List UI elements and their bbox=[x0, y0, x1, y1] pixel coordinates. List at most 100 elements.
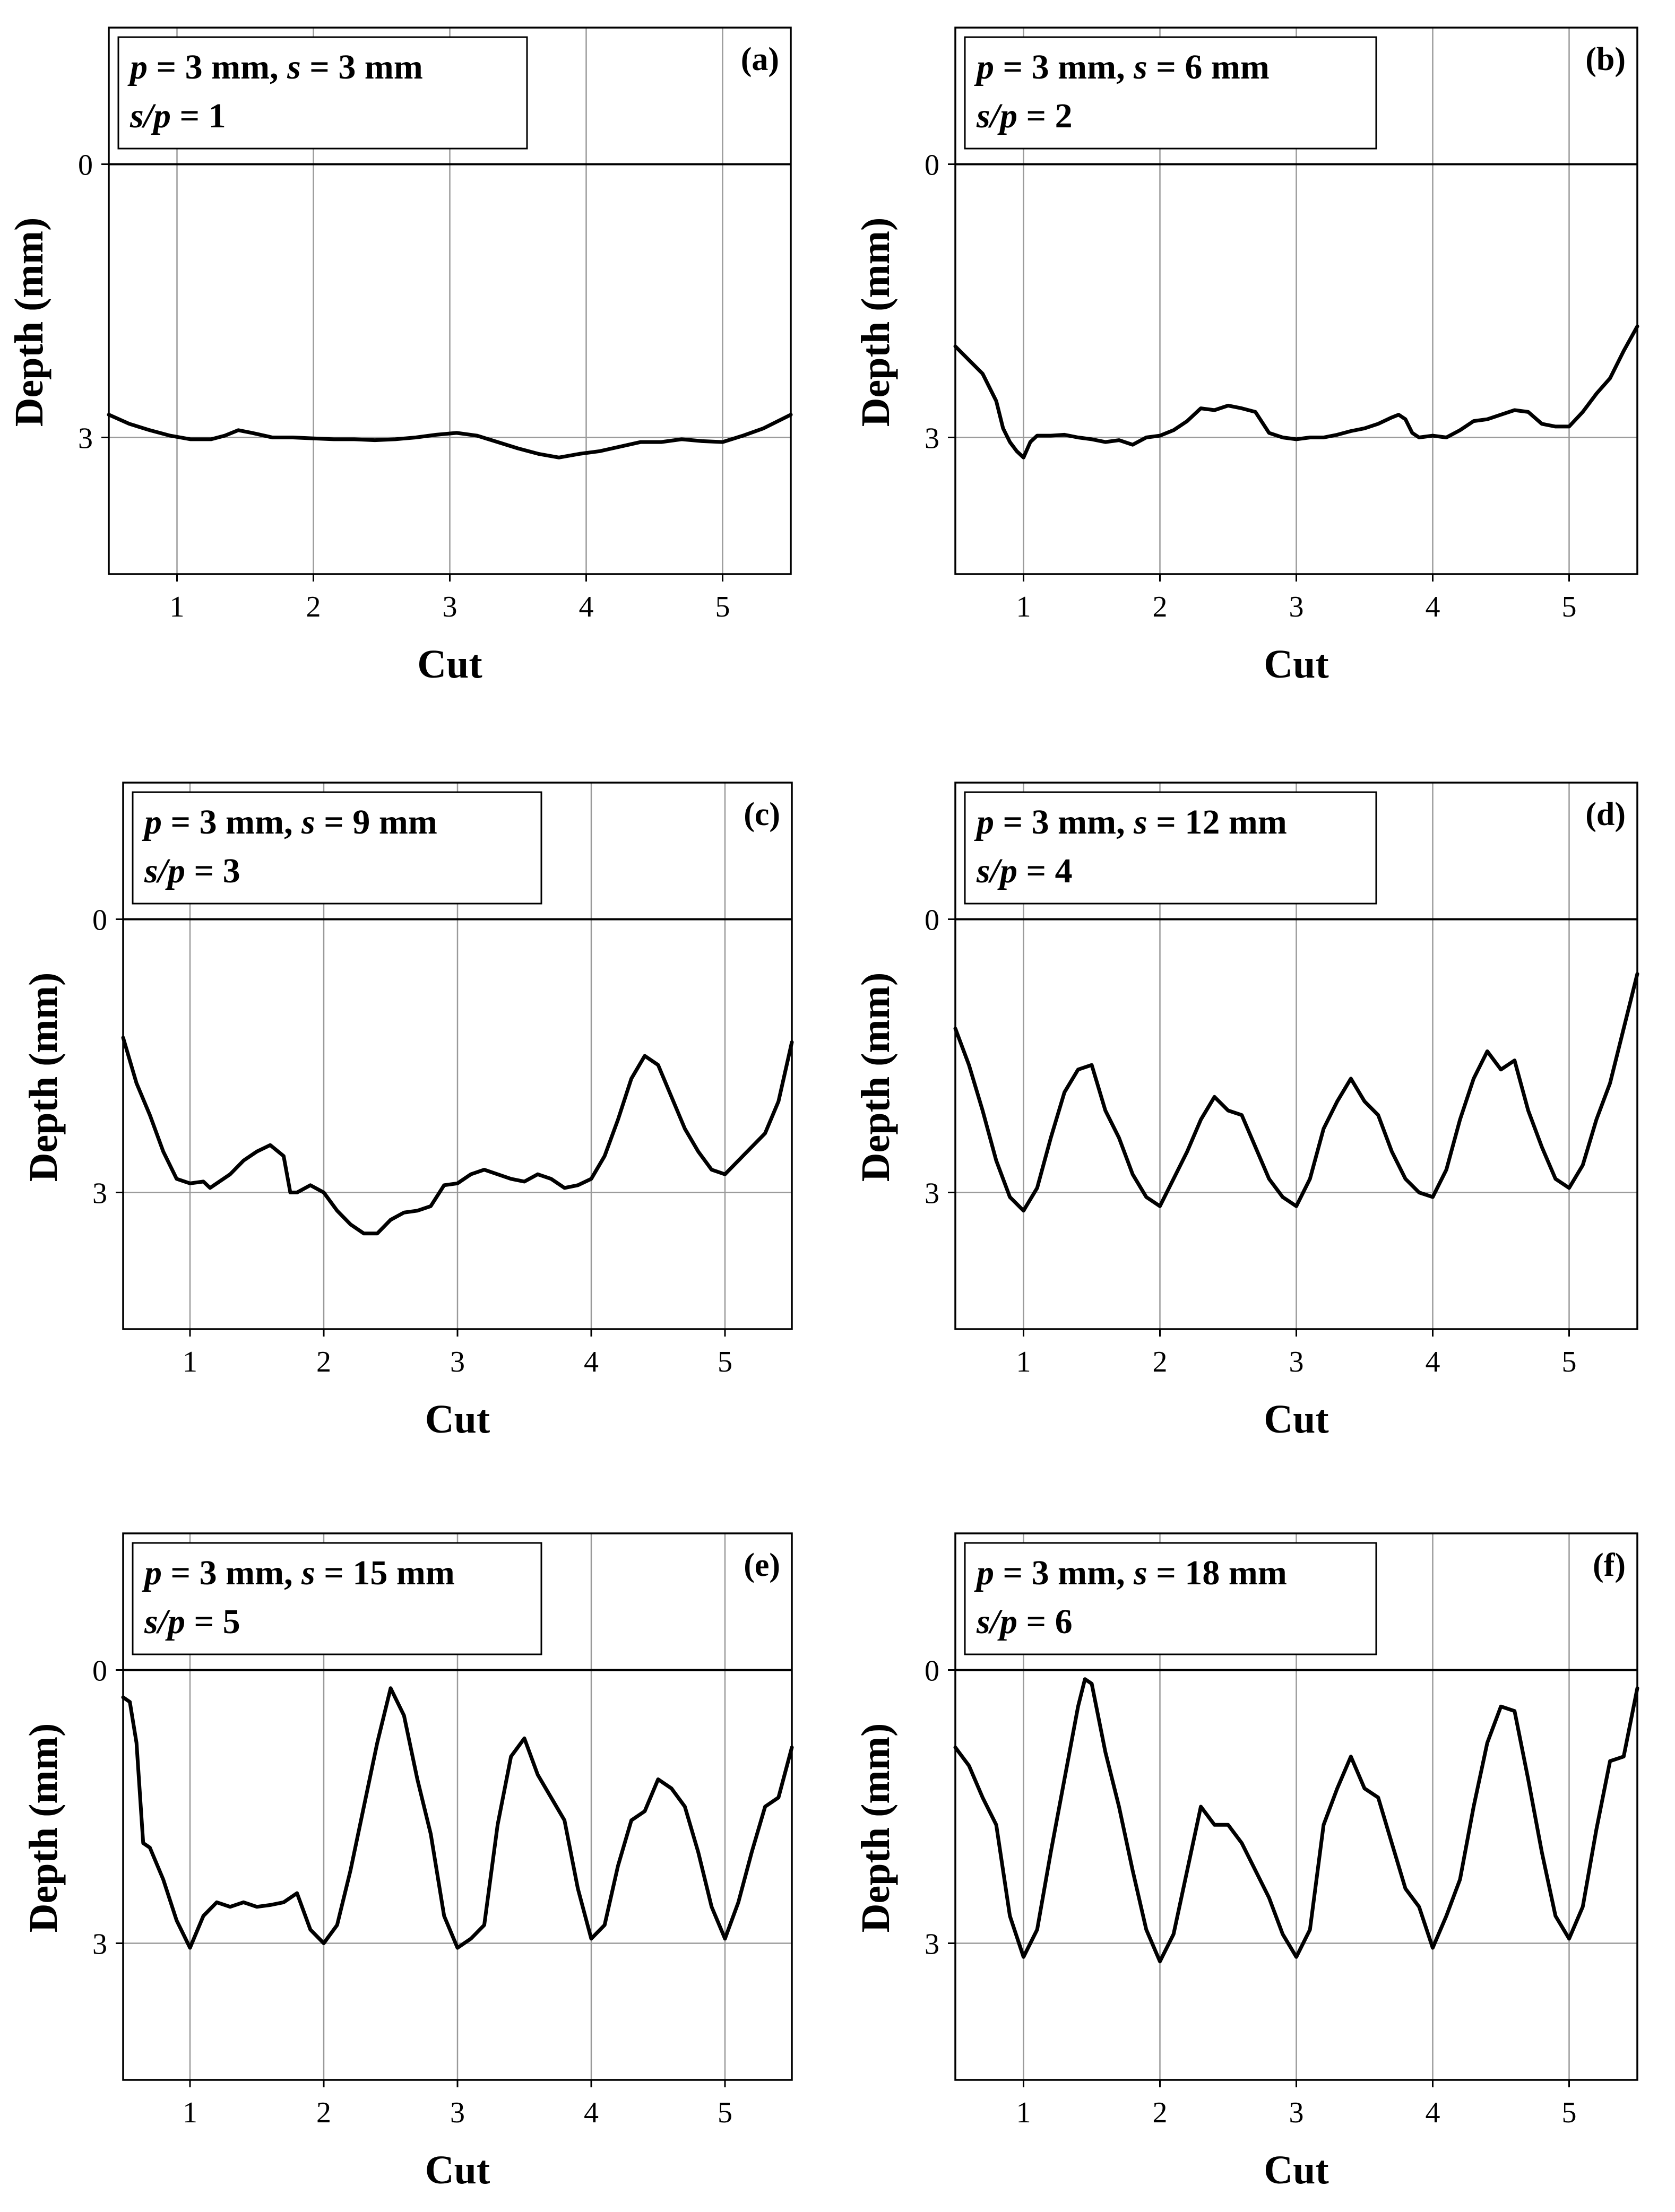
legend-line-1: p = 3 mm, s = 15 mm bbox=[142, 1554, 455, 1592]
legend-text-ratio: = 3 bbox=[185, 852, 240, 890]
depth-profile-line bbox=[121, 1036, 794, 1236]
chart-panel-c: 1 2 3 4 5 0 3 p = 3 mm, s = 9 mm s/p = 3 (c) Cut De… bbox=[21, 782, 794, 1442]
chart-panel-b: 1 2 3 4 5 0 3 p = 3 mm, s = 6 mm s/p = 2 (b) Cut De… bbox=[853, 27, 1639, 687]
x-axis-title: Cut bbox=[425, 1397, 490, 1442]
legend-var-s: s bbox=[1133, 48, 1147, 86]
depth-profile-line bbox=[953, 324, 1639, 459]
legend-var-ratio: s/p bbox=[129, 97, 171, 135]
plot-frame bbox=[954, 27, 1638, 575]
y-axis-title: Depth (mm) bbox=[853, 973, 898, 1182]
panel-label: (a) bbox=[741, 41, 779, 77]
y-axis-title: Depth (mm) bbox=[7, 218, 51, 427]
y-tick-label: 3 bbox=[78, 422, 93, 455]
y-tick-label: 0 bbox=[925, 149, 939, 182]
legend-var-p: p bbox=[974, 803, 994, 842]
x-tick-label: 4 bbox=[1426, 1346, 1440, 1378]
legend-text-s: = 9 mm bbox=[315, 803, 437, 842]
legend-line-1: p = 3 mm, s = 18 mm bbox=[974, 1554, 1287, 1592]
x-tick-label: 3 bbox=[450, 1346, 465, 1378]
depth-profile-line bbox=[107, 413, 793, 459]
x-tick-label: 3 bbox=[1289, 1346, 1304, 1378]
panel-label: (b) bbox=[1585, 41, 1626, 77]
legend-line-2: s/p = 1 bbox=[129, 97, 226, 135]
y-tick-label: 0 bbox=[78, 149, 93, 182]
chart-panel-a: 1 2 3 4 5 0 3 p = 3 mm, s = 3 mm s/p = 1 (a) Cut De… bbox=[7, 27, 793, 687]
chart-panel-e: 1 2 3 4 5 0 3 p = 3 mm, s = 15 mm s/p = 5 (e) Cut D… bbox=[21, 1532, 794, 2192]
legend-text-ratio: = 1 bbox=[171, 97, 226, 135]
legend-line-2: s/p = 3 bbox=[144, 852, 240, 890]
plot-frame bbox=[954, 782, 1638, 1330]
x-tick-label: 5 bbox=[1562, 1346, 1577, 1378]
legend-var-p: p bbox=[974, 1554, 994, 1592]
depth-profile-line bbox=[953, 972, 1639, 1213]
plot-frame bbox=[108, 27, 792, 575]
x-tick-label: 4 bbox=[584, 2096, 599, 2129]
x-tick-label: 2 bbox=[1153, 2096, 1168, 2129]
legend-var-p: p bbox=[127, 48, 148, 86]
x-tick-label: 1 bbox=[1016, 591, 1031, 623]
legend-var-ratio: s/p bbox=[976, 852, 1017, 890]
legend-var-s: s bbox=[287, 48, 301, 86]
legend-text-s: = 3 mm bbox=[301, 48, 423, 86]
legend-box bbox=[117, 36, 528, 150]
y-tick-label: 3 bbox=[925, 1928, 939, 1961]
x-tick-label: 4 bbox=[1426, 591, 1440, 623]
y-axis-title: Depth (mm) bbox=[853, 1723, 898, 1933]
x-tick-label: 2 bbox=[1153, 1346, 1168, 1378]
legend-line-1: p = 3 mm, s = 6 mm bbox=[974, 48, 1270, 86]
y-tick-label: 0 bbox=[925, 1655, 939, 1688]
legend-var-ratio: s/p bbox=[976, 97, 1017, 135]
x-tick-label: 1 bbox=[170, 591, 185, 623]
panel-label: (e) bbox=[744, 1547, 780, 1583]
legend-var-s: s bbox=[301, 1554, 315, 1592]
legend-text-ratio: = 2 bbox=[1017, 97, 1073, 135]
legend-text-p: = 3 mm, bbox=[148, 48, 287, 86]
legend-var-ratio: s/p bbox=[144, 852, 185, 890]
y-tick-label: 3 bbox=[925, 422, 939, 455]
x-tick-label: 5 bbox=[1562, 591, 1577, 623]
legend-line-2: s/p = 2 bbox=[976, 97, 1073, 135]
x-axis-title: Cut bbox=[1264, 2148, 1328, 2192]
x-axis-title: Cut bbox=[425, 2148, 490, 2192]
legend-line-1: p = 3 mm, s = 9 mm bbox=[142, 803, 437, 842]
legend-text-ratio: = 5 bbox=[185, 1602, 240, 1641]
legend-box bbox=[964, 1542, 1377, 1655]
x-axis-title: Cut bbox=[1264, 642, 1328, 687]
legend-var-p: p bbox=[974, 48, 994, 86]
x-tick-label: 3 bbox=[450, 2096, 465, 2129]
x-tick-label: 3 bbox=[1289, 2096, 1304, 2129]
legend-text-s: = 18 mm bbox=[1147, 1554, 1287, 1592]
x-tick-label: 4 bbox=[579, 591, 594, 623]
legend-var-p: p bbox=[142, 803, 162, 842]
x-tick-label: 1 bbox=[183, 2096, 197, 2129]
legend-text-p: = 3 mm, bbox=[994, 803, 1134, 842]
y-tick-label: 3 bbox=[92, 1177, 107, 1210]
legend-var-ratio: s/p bbox=[976, 1602, 1017, 1641]
legend-line-2: s/p = 5 bbox=[144, 1602, 240, 1641]
plot-frame bbox=[122, 782, 793, 1330]
legend-var-s: s bbox=[1133, 1554, 1147, 1592]
legend-box bbox=[132, 791, 542, 905]
y-axis-title: Depth (mm) bbox=[853, 218, 898, 427]
x-tick-label: 1 bbox=[1016, 2096, 1031, 2129]
x-tick-label: 3 bbox=[1289, 591, 1304, 623]
x-tick-label: 1 bbox=[183, 1346, 197, 1378]
x-tick-label: 2 bbox=[306, 591, 321, 623]
chart-panel-d: 1 2 3 4 5 0 3 p = 3 mm, s = 12 mm s/p = 4 (d) Cut D… bbox=[853, 782, 1639, 1442]
legend-text-p: = 3 mm, bbox=[162, 803, 301, 842]
legend-line-2: s/p = 4 bbox=[976, 852, 1073, 890]
depth-profile-line bbox=[121, 1686, 794, 1950]
legend-text-s: = 12 mm bbox=[1147, 803, 1287, 842]
legend-text-ratio: = 6 bbox=[1017, 1602, 1073, 1641]
plot-frame bbox=[954, 1532, 1638, 2081]
legend-box bbox=[964, 36, 1377, 150]
legend-text-s: = 6 mm bbox=[1147, 48, 1270, 86]
y-tick-label: 3 bbox=[925, 1177, 939, 1210]
legend-line-2: s/p = 6 bbox=[976, 1602, 1073, 1641]
x-tick-label: 4 bbox=[584, 1346, 599, 1378]
legend-line-1: p = 3 mm, s = 3 mm bbox=[127, 48, 423, 86]
legend-var-s: s bbox=[1133, 803, 1147, 842]
x-tick-label: 5 bbox=[718, 1346, 732, 1378]
legend-text-p: = 3 mm, bbox=[994, 48, 1134, 86]
